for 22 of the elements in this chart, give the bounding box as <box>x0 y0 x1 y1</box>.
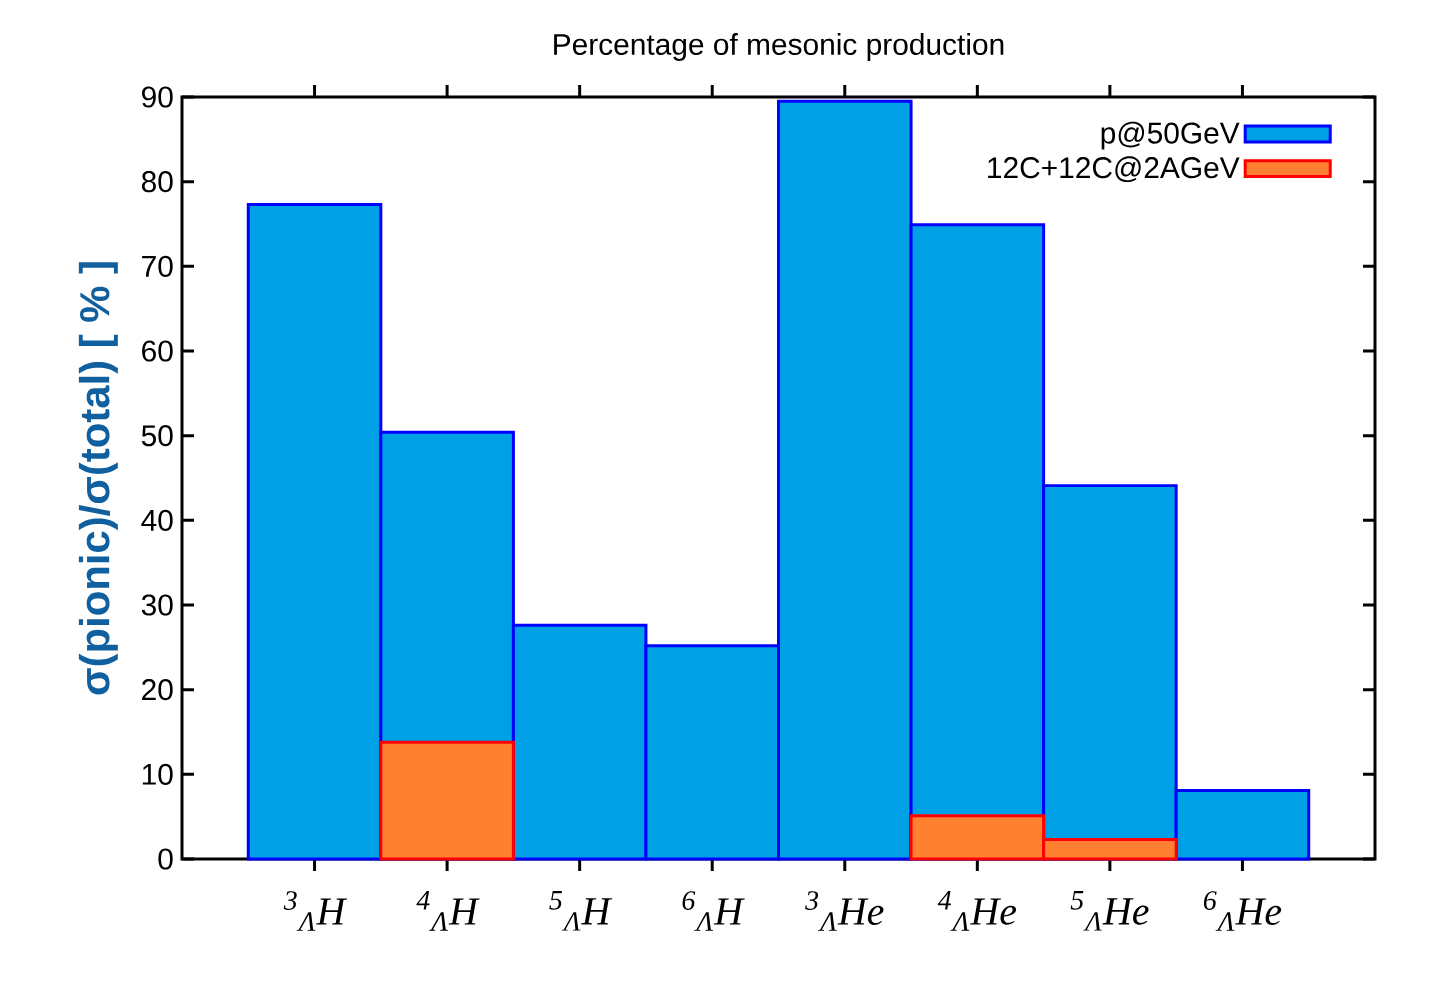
y-tick-label: 90 <box>142 86 173 108</box>
y-tick-label: 50 <box>141 425 173 447</box>
x-tick-label: 6$_{Λ}$H <box>682 891 745 931</box>
y-tick-label: 0 <box>158 848 173 870</box>
y-tick-label: 60 <box>142 340 173 362</box>
x-tick-label: 5$_{Λ}$H <box>549 891 613 931</box>
y-tick-label: 30 <box>141 594 173 616</box>
x-tick-label: 6$_{Λ}$He <box>1203 891 1282 931</box>
y-tick-label: 10 <box>142 763 173 785</box>
legend-label: 12C+12C@2AGeV <box>988 156 1240 183</box>
x-tick-label: 3$_{Λ}$H <box>283 891 348 931</box>
x-tick-label: 3$_{Λ}$He <box>805 891 884 931</box>
y-tick-label: 20 <box>142 679 173 701</box>
legend-label: p@50GeV <box>1101 121 1240 150</box>
chart-title: Percentage of mesonic production <box>554 33 1004 61</box>
y-axis-title: σ(pionic)/σ(total) [ % ] <box>78 262 118 695</box>
x-tick-label: 4$_{Λ}$He <box>937 891 1017 931</box>
x-tick-label: 4$_{Λ}$H <box>416 891 480 931</box>
y-tick-label: 80 <box>141 171 173 193</box>
y-tick-label: 70 <box>142 255 173 277</box>
x-tick-label: 5$_{Λ}$He <box>1070 891 1149 931</box>
y-tick-label: 40 <box>141 509 173 531</box>
